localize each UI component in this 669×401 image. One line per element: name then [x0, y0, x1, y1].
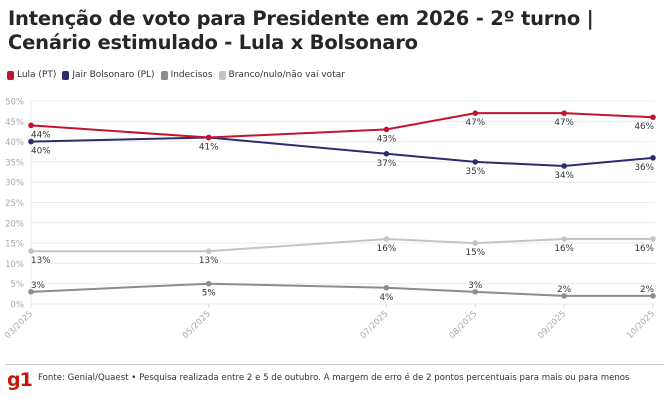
legend-item-indecisos[interactable]: Indecisos [160, 70, 213, 80]
legend-swatch-lula [7, 70, 14, 80]
data-point [650, 236, 656, 242]
data-point [205, 248, 212, 255]
data-label: 13% [199, 256, 219, 266]
legend-label: Jair Bolsonaro (PL) [72, 70, 155, 80]
data-label: 15% [466, 248, 486, 258]
y-tick-label: 30% [5, 179, 24, 189]
data-label: 5% [202, 289, 216, 299]
data-point [383, 150, 390, 157]
data-point [383, 236, 390, 242]
legend-item-bolsonaro[interactable]: Jair Bolsonaro (PL) [62, 70, 155, 80]
data-label: 3% [468, 281, 482, 291]
legend-swatch-indecisos [160, 70, 168, 80]
data-label: 3% [31, 281, 45, 291]
data-point [472, 289, 479, 295]
series-line-3 [31, 238, 653, 253]
y-tick-label: 45% [5, 118, 24, 128]
data-point [561, 293, 567, 299]
legend: Lula (PT) Jair Bolsonaro (PL) Indecisos … [7, 70, 345, 80]
y-tick-label: 40% [5, 138, 24, 148]
legend-label: Lula (PT) [17, 70, 57, 80]
data-point [28, 248, 34, 255]
data-label: 34% [554, 171, 574, 181]
line-chart: 0% 5% 10% 15% 20% 25% 30% 35% 40% 45% 50% 03/2025 05… [3, 98, 657, 342]
data-label: 44% [31, 130, 51, 140]
data-point [383, 284, 390, 291]
y-tick-label: 50% [5, 98, 24, 108]
data-label: 2% [640, 285, 654, 295]
data-point [650, 114, 656, 121]
legend-item-branco-nulo[interactable]: Branco/nulo/não vai votar [218, 70, 345, 80]
legend-label: Branco/nulo/não vai votar [228, 70, 345, 80]
data-point [28, 122, 34, 129]
data-point [205, 134, 212, 141]
data-label: 4% [379, 293, 393, 303]
data-label: 47% [466, 118, 486, 128]
data-label: 41% [199, 143, 219, 153]
data-point [28, 289, 34, 295]
data-point [561, 110, 567, 116]
data-label: 40% [31, 147, 51, 157]
data-label: 16% [554, 244, 574, 254]
data-point [28, 138, 34, 145]
x-tick-label: 05/2025 [181, 309, 213, 341]
data-label: 43% [377, 134, 397, 144]
data-label: 35% [466, 167, 486, 177]
y-tick-label: 5% [11, 280, 25, 290]
legend-swatch-branco-nulo [218, 70, 226, 80]
g1-logo: g1 [7, 369, 33, 391]
y-tick-label: 35% [5, 158, 24, 168]
data-point [472, 110, 479, 116]
x-tick-label: 09/2025 [536, 309, 568, 341]
x-tick-label: 07/2025 [359, 309, 391, 341]
data-label: 16% [634, 244, 654, 254]
data-point [472, 240, 479, 246]
y-tick-label: 20% [5, 219, 24, 229]
data-point [561, 236, 567, 242]
data-point [205, 280, 212, 287]
chart-title: Intenção de voto para Presidente em 2026… [8, 7, 594, 54]
data-point [561, 163, 567, 169]
y-tick-label: 25% [5, 199, 24, 209]
source-note: Fonte: Genial/Quaest • Pesquisa realizad… [38, 373, 630, 383]
series-line-1 [30, 136, 654, 167]
legend-swatch-bolsonaro [62, 70, 70, 80]
data-label: 47% [554, 118, 574, 128]
data-point [383, 126, 390, 133]
legend-label: Indecisos [170, 70, 213, 80]
y-tick-label: 10% [5, 260, 24, 270]
series-line-2 [30, 282, 653, 297]
data-label: 36% [634, 163, 654, 173]
x-tick-label: 08/2025 [447, 309, 479, 341]
series-line-0 [30, 112, 654, 139]
footer-divider [5, 364, 664, 365]
x-tick-label: 03/2025 [3, 309, 35, 341]
data-label: 16% [377, 244, 397, 254]
data-label: 13% [31, 256, 51, 266]
data-label: 46% [634, 122, 654, 132]
data-label: 37% [377, 159, 397, 169]
x-tick-label: 10/2025 [625, 309, 657, 341]
data-point [472, 159, 479, 165]
y-tick-label: 0% [11, 301, 25, 311]
data-label: 2% [557, 285, 571, 295]
legend-item-lula[interactable]: Lula (PT) [7, 70, 56, 80]
data-point [650, 293, 656, 299]
data-point [650, 155, 656, 161]
y-tick-label: 15% [5, 240, 24, 250]
